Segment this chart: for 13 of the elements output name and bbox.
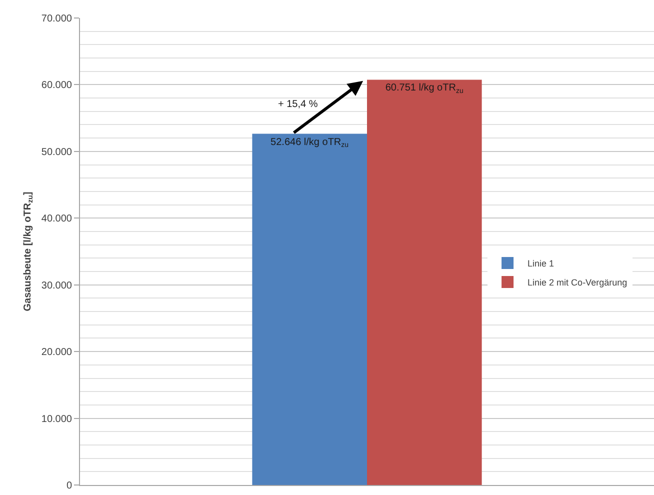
data-label: 60.751 l/kg oTR$_{zu}$ xyxy=(385,82,464,95)
annotation: + 15,4 % xyxy=(278,99,318,110)
y-tick-label: 20.000 xyxy=(41,347,72,358)
legend-label: Linie 2 mit Co-Vergärung xyxy=(528,278,628,288)
legend-label: Linie 1 xyxy=(528,258,554,269)
y-tick-label: 70.000 xyxy=(41,14,72,24)
y-tick-label: 30.000 xyxy=(41,280,72,292)
y-tick-label: 0 xyxy=(66,480,72,492)
data-label: 52.646 l/kg oTR$_{zu}$ xyxy=(270,136,349,149)
y-tick-label: 50.000 xyxy=(41,146,72,158)
y-tick-label: 40.000 xyxy=(41,214,72,225)
y-tick-label: 60.000 xyxy=(41,80,72,92)
y-tick-label: 10.000 xyxy=(41,414,72,425)
